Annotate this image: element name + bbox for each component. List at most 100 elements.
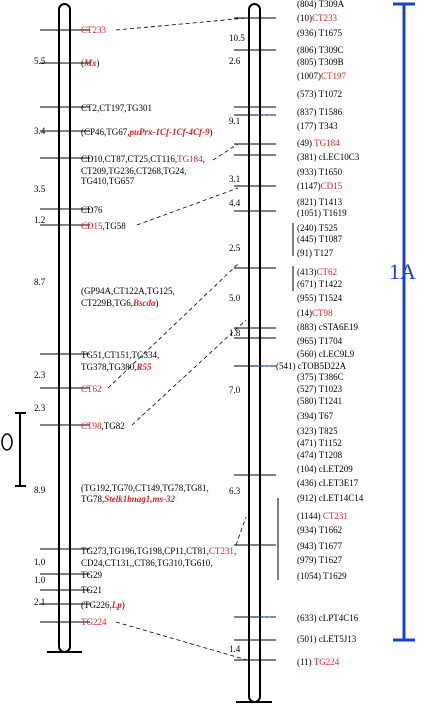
marker-text-part: (49): [297, 138, 314, 148]
marker-text-part: TG378,TG380,: [81, 362, 137, 372]
right-marker-label: (934) T1662: [297, 525, 342, 535]
right-marker-label: (936) T1675: [297, 28, 343, 38]
right-marker-label: (14)CT98: [297, 308, 333, 318]
marker-text-part: (381) cLEC10C3: [297, 152, 360, 162]
marker-text-part: ,TG58: [103, 221, 127, 231]
link-line: [136, 187, 239, 226]
right-marker-label: (1007)CT197: [297, 71, 347, 81]
marker-text-part: Mx: [83, 58, 97, 68]
right-marker-label: (806) T309C: [297, 45, 344, 55]
right-marker-label: (471) T1152: [297, 438, 342, 448]
left-marker-label: CT209,TG236,CT268,TG24,: [81, 166, 187, 176]
marker-text-part: CD15: [81, 221, 103, 231]
right-marker-label: (474) T1208: [297, 450, 343, 460]
right-marker-label: (560) cLEC9L9: [297, 349, 355, 359]
left-interval-cm: 1.0: [34, 575, 46, 585]
left-marker-labels: CT233 (Mx) CT2,CT197,TG301 (CP46,TG67,puPrx…: [81, 25, 236, 627]
right-marker-label: (527) T1023: [297, 384, 343, 394]
right-marker-label: (49) TG184: [297, 138, 340, 148]
right-interval-cm: 5.0: [229, 293, 241, 303]
right-interval-cm: 1.4: [229, 644, 241, 654]
marker-text-part: (527) T1023: [297, 384, 343, 394]
right-marker-label: (1144) CT231: [297, 511, 348, 521]
link-line: [131, 319, 247, 426]
right-interval-cm: 1.8: [229, 328, 241, 338]
right-marker-label: (933) T1650: [297, 167, 343, 177]
marker-text-part: (580) T1241: [297, 396, 342, 406]
left-chromosome: [58, 3, 71, 653]
left-marker-label: CT233: [81, 25, 107, 35]
left-interval-cm: 2.3: [34, 370, 46, 380]
left-marker-label: CT2,CT197,TG301: [81, 103, 152, 113]
left-marker-label: TG378,TG380,R55: [81, 362, 152, 372]
right-interval-cm: 4.4: [229, 198, 241, 208]
right-marker-label: (91) T127: [297, 248, 334, 258]
left-marker-label: CT229B,TG6,Bscda): [81, 298, 159, 308]
right-marker-label: (943) T1677: [297, 541, 343, 551]
marker-text-part: TG410,TG657: [81, 176, 135, 186]
link-line: [115, 621, 248, 661]
right-marker-label: (1054) T1629: [297, 571, 347, 581]
marker-text-part: (10): [297, 13, 312, 23]
right-marker-label: (580) T1241: [297, 396, 342, 406]
right-interval-cm: 3.1: [229, 174, 240, 184]
left-marker-label: CD10,CT87,CT25,CT116,TG184,: [81, 154, 205, 164]
marker-text-part: (936) T1675: [297, 28, 343, 38]
marker-text-part: CD15: [321, 181, 343, 191]
marker-text-part: (933) T1650: [297, 167, 343, 177]
marker-text-part: puPrx-1Cf-1Cf-4Cf-9: [129, 127, 210, 137]
marker-text-part: TG21: [81, 585, 102, 595]
marker-text-part: TG184: [177, 154, 203, 164]
link-line: [212, 143, 239, 161]
marker-text-part: (943) T1677: [297, 541, 343, 551]
marker-text-part: (934) T1662: [297, 525, 342, 535]
left-marker-label: CD76: [81, 205, 103, 215]
marker-text-part: (560) cLEC9L9: [297, 349, 355, 359]
marker-text-part: (912) cLET14C14: [297, 493, 364, 503]
marker-text-part: (671) T1422: [297, 279, 342, 289]
marker-text-part: CD10,CT87,CT25,CT116,: [81, 154, 177, 164]
marker-text-part: (11): [297, 657, 314, 667]
left-interval-cm: 1.2: [34, 215, 45, 225]
marker-text-part: (979) T1627: [297, 555, 343, 565]
right-marker-label: (394) T67: [297, 411, 334, 421]
marker-text-part: CT98: [81, 421, 102, 431]
right-ticks: [234, 17, 276, 661]
marker-text-part: (821) T1413: [297, 197, 343, 207]
marker-text-part: ): [156, 298, 159, 308]
marker-text-part: CT62: [317, 267, 338, 277]
marker-text-part: (1007): [297, 71, 321, 81]
marker-text-part: CT2,CT197,TG301: [81, 103, 152, 113]
right-marker-label: (955) T1524: [297, 293, 343, 303]
marker-text-part: CT233: [81, 25, 107, 35]
marker-text-part: ): [97, 58, 100, 68]
marker-text-part: (955) T1524: [297, 293, 343, 303]
marker-text-part: (GP94A,CT122A,TG125,: [81, 286, 175, 296]
right-marker-label: (177) T343: [297, 121, 338, 131]
marker-text-part: (1054) T1629: [297, 571, 347, 581]
left-interval-cm: 2.1: [34, 597, 45, 607]
left-interval-cm: 8.9: [34, 485, 46, 495]
right-interval-cm: 2.5: [229, 243, 241, 253]
right-marker-label: (1051) T1619: [297, 208, 347, 218]
left-interval-cm: 3.4: [34, 126, 46, 136]
right-marker-label: (436) cLET3E17: [297, 478, 359, 488]
left-marker-label: (TG192,TG70,CT149,TG78,TG81,: [81, 483, 209, 493]
marker-text-part: (965) T1704: [297, 336, 343, 346]
right-interval-cm: 10.5: [229, 33, 245, 43]
right-marker-label: (805) T309B: [297, 57, 344, 67]
marker-text-part: TG224: [314, 657, 340, 667]
marker-text-part: (471) T1152: [297, 438, 342, 448]
left-intervals: 5.5 3.4 3.5 1.2 8.7 2.3 2.3 8.9 1.0 1.0 2.1: [34, 56, 46, 607]
link-line: [115, 17, 248, 31]
marker-text-part: CD24,CT131,,CT86,TG310,TG610,: [81, 558, 213, 568]
marker-text-part: (1051) T1619: [297, 208, 347, 218]
marker-text-part: (573) T1072: [297, 89, 342, 99]
link-line: [107, 263, 239, 389]
marker-text-part: (445) T1087: [297, 234, 343, 244]
marker-text-part: CT98: [312, 308, 333, 318]
marker-text-part: (633) cLPT4C16: [297, 613, 359, 623]
right-interval-cm: 9.1: [229, 116, 240, 126]
marker-text-part: (: [81, 58, 84, 68]
marker-text-part: TG51,CT151,TG334,: [81, 350, 159, 360]
